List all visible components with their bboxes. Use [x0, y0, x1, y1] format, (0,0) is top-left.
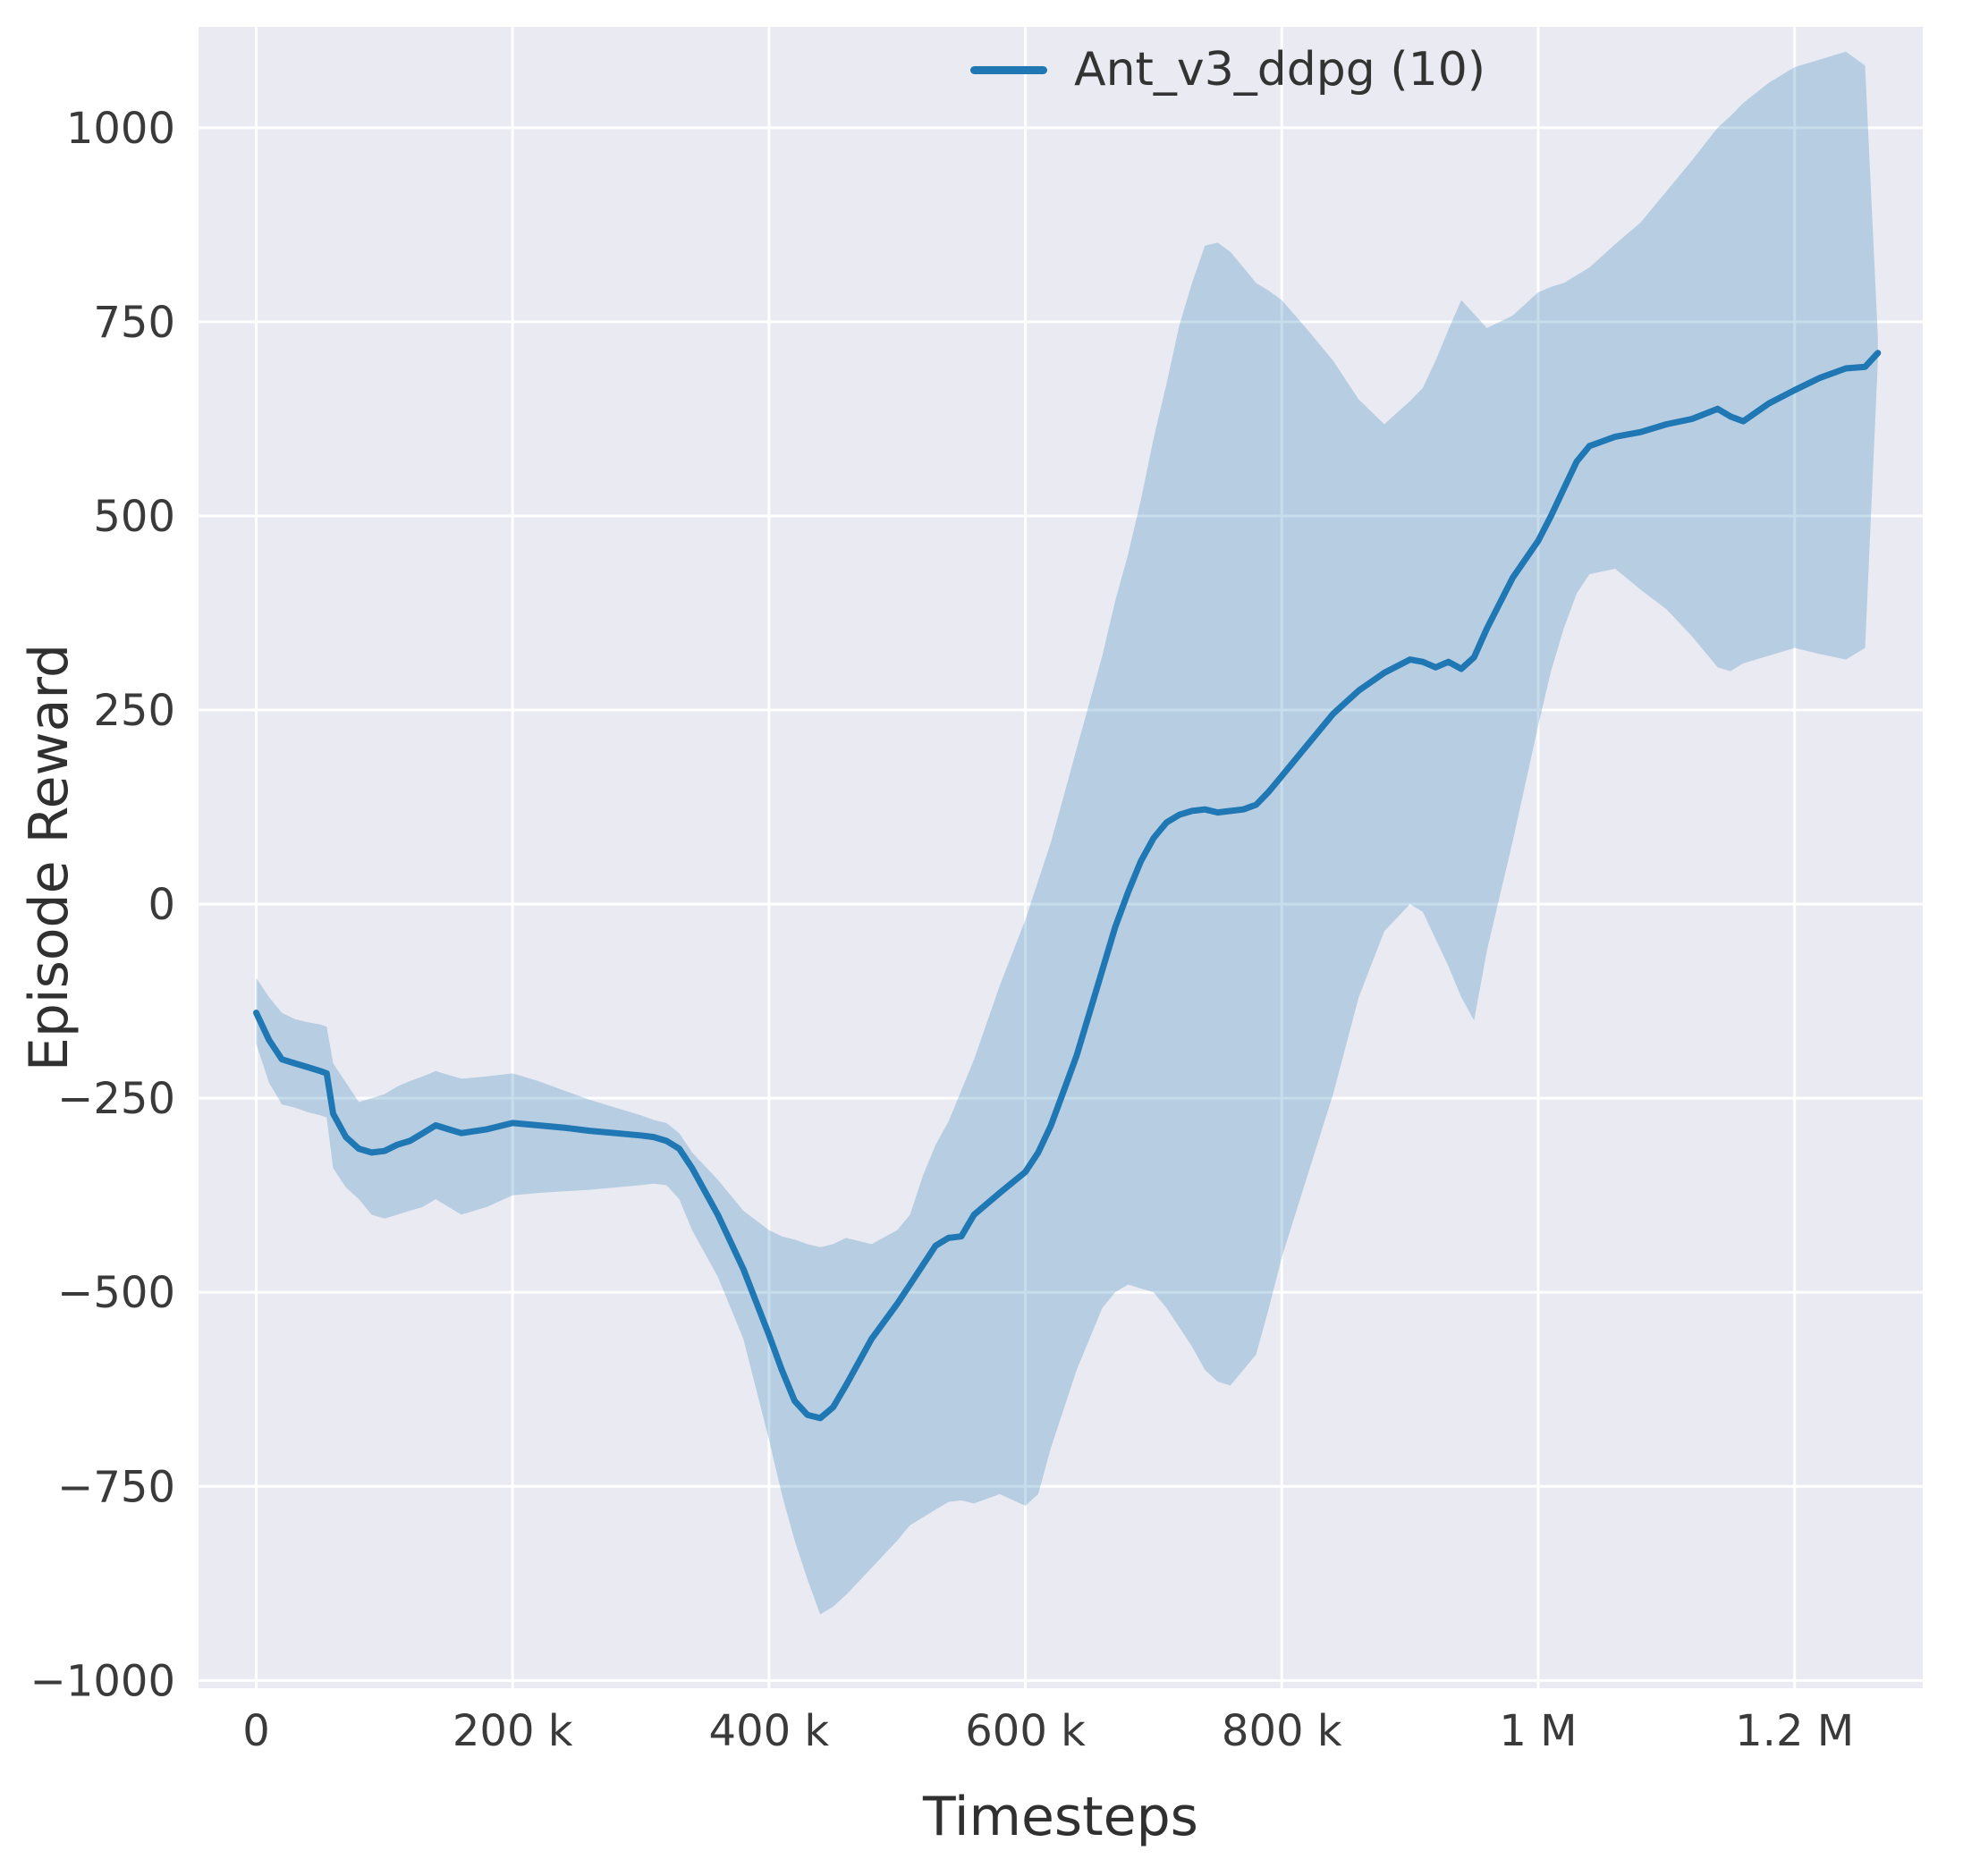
y-tick-label: 750: [93, 298, 175, 348]
y-tick-label: −1000: [30, 1656, 175, 1706]
mean-reward-line: [253, 350, 1882, 1422]
y-axis-title: Episode Reward: [18, 644, 80, 1071]
x-tick-label: 800 k: [1222, 1706, 1342, 1756]
x-axis-title: Timesteps: [922, 1786, 1198, 1848]
x-tick-label: 1 M: [1499, 1706, 1577, 1756]
y-tick-label: 250: [93, 686, 175, 736]
legend-label: Ant_v3_ddpg (10): [1074, 43, 1486, 97]
x-tick-label: 0: [242, 1706, 270, 1756]
y-tick-label: 0: [148, 880, 175, 930]
y-tick-label: −750: [57, 1462, 175, 1512]
legend-line-swatch: [970, 65, 1047, 74]
x-tick-label: 200 k: [453, 1706, 573, 1756]
x-tick-label: 1.2 M: [1735, 1706, 1854, 1756]
y-tick-label: −500: [57, 1268, 175, 1318]
y-tick-label: 500: [93, 492, 175, 542]
y-tick-label: −250: [57, 1074, 175, 1124]
confidence-band: [256, 51, 1878, 1615]
legend: Ant_v3_ddpg (10): [970, 43, 1485, 97]
y-tick-label: 1000: [66, 104, 175, 154]
x-tick-label: 400 k: [709, 1706, 830, 1756]
x-tick-label: 600 k: [965, 1706, 1086, 1756]
plot-area: 0 200 k 400 k 600 k 800 k 1 M 1.2 M −1000 −750 −5…: [30, 27, 1923, 1756]
plot-background: [199, 27, 1923, 1688]
